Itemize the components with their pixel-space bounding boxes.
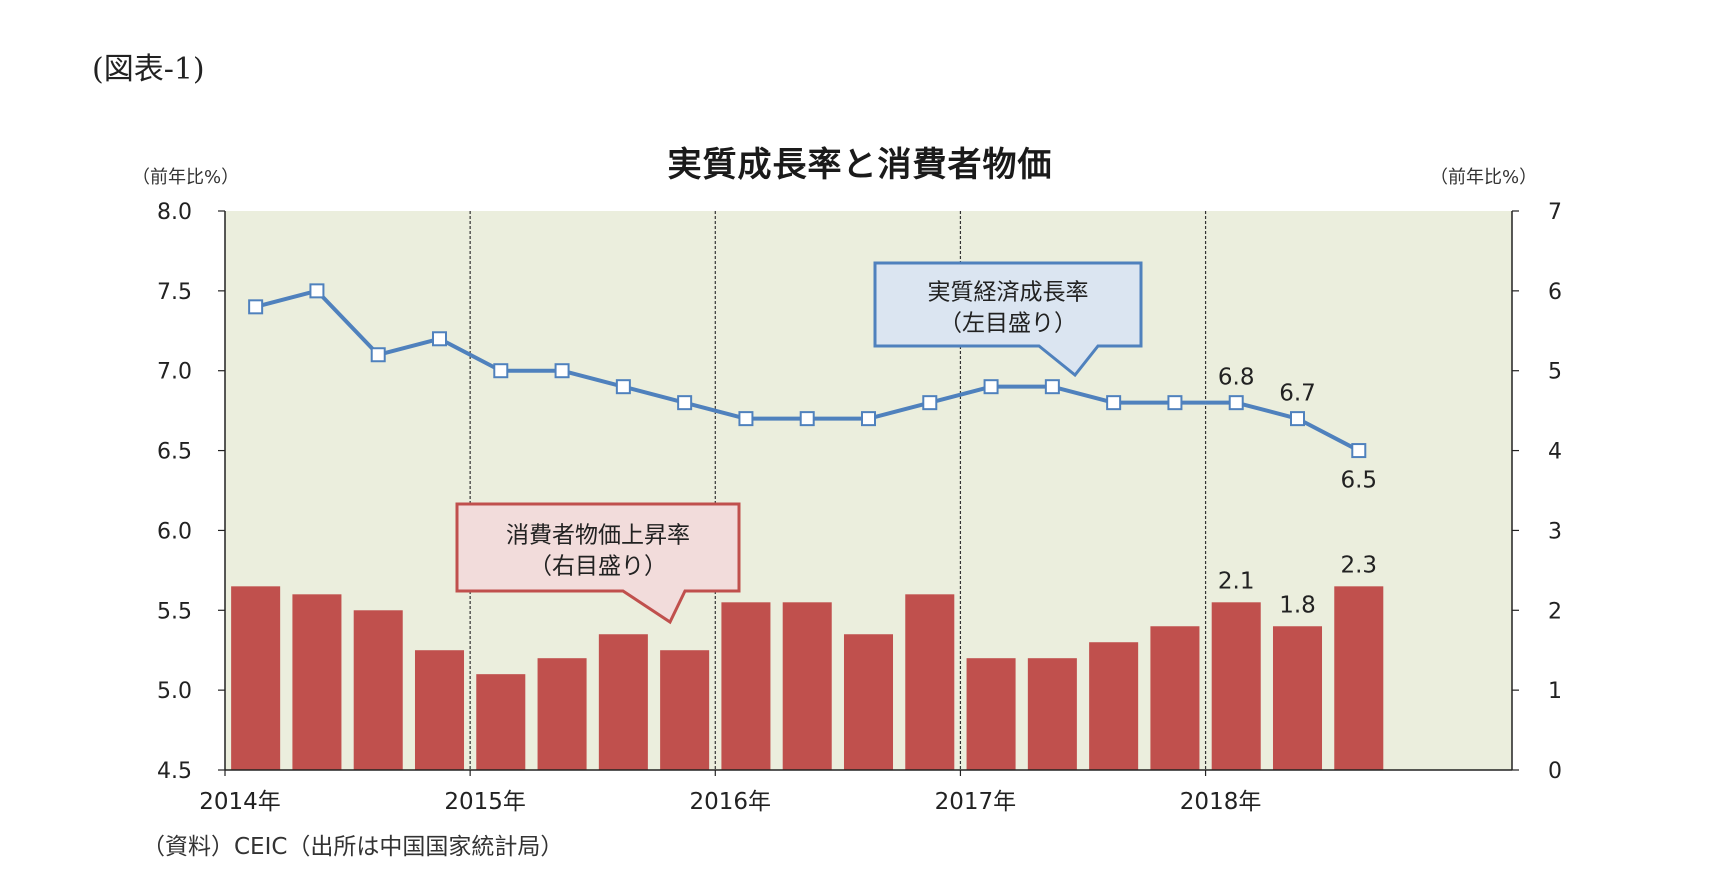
- cpi-bar: [414, 650, 465, 770]
- right-tick-label: 5: [1548, 360, 1562, 385]
- gdp-marker: [861, 411, 876, 427]
- gdp-callout-line1: 実質経済成長率: [928, 280, 1089, 306]
- chart-title: 実質成長率と消費者物価: [667, 145, 1053, 185]
- left-tick-label: 7.0: [157, 360, 192, 385]
- cpi-bar: [1089, 642, 1139, 770]
- cpi-callout-line1: 消費者物価上昇率: [506, 523, 690, 549]
- left-tick-label: 5.5: [157, 599, 192, 624]
- gdp-marker: [983, 379, 999, 395]
- cpi-bar: [1272, 626, 1323, 770]
- cpi-bar: [1150, 626, 1200, 770]
- gdp-marker: [554, 363, 570, 379]
- cpi-bar: [1334, 586, 1384, 770]
- gdp-marker: [1167, 395, 1183, 411]
- gdp-marker: [309, 283, 325, 299]
- gdp-data-label: 6.7: [1279, 381, 1316, 407]
- cpi-data-label: 1.8: [1279, 592, 1316, 618]
- figure-label: (図表-1): [92, 52, 205, 87]
- gdp-marker: [1351, 443, 1367, 459]
- gdp-callout-box: [873, 261, 1143, 378]
- x-tick-label: 2015年: [444, 789, 526, 815]
- cpi-bar: [1027, 658, 1077, 770]
- right-tick-label: 7: [1548, 200, 1562, 225]
- right-axis-unit-label: （前年比%）: [1430, 167, 1538, 188]
- x-tick-label: 2016年: [690, 789, 772, 815]
- gdp-marker: [432, 331, 447, 347]
- cpi-bar: [966, 658, 1016, 770]
- left-tick-label: 5.0: [157, 679, 192, 704]
- right-tick-label: 2: [1548, 599, 1562, 624]
- gdp-marker: [1044, 379, 1060, 395]
- right-tick-label: 1: [1548, 679, 1562, 704]
- cpi-data-label: 2.3: [1340, 552, 1377, 578]
- cpi-bar: [353, 610, 403, 770]
- cpi-bar: [782, 602, 832, 770]
- gdp-data-label: 6.5: [1340, 468, 1377, 494]
- gdp-marker: [1228, 395, 1244, 411]
- cpi-data-label: 2.1: [1218, 568, 1255, 594]
- right-tick-label: 3: [1548, 519, 1562, 544]
- cpi-bar: [905, 594, 955, 770]
- left-tick-label: 4.5: [157, 759, 192, 784]
- cpi-bar: [721, 602, 771, 770]
- left-axis-unit-label: （前年比%）: [132, 167, 240, 188]
- source-note: （資料）CEIC（出所は中国国家統計局）: [142, 834, 564, 860]
- x-tick-label: 2017年: [935, 789, 1017, 815]
- gdp-data-label: 6.8: [1218, 365, 1255, 391]
- cpi-callout-box: [455, 502, 741, 625]
- cpi-callout-line2: （右目盛り）: [529, 554, 667, 580]
- left-tick-label: 6.0: [157, 519, 192, 544]
- gdp-marker: [677, 395, 693, 411]
- gdp-marker: [738, 411, 754, 427]
- left-tick-label: 6.5: [157, 440, 192, 465]
- gdp-marker: [1106, 395, 1122, 411]
- cpi-bar: [660, 650, 710, 770]
- right-tick-label: 0: [1548, 759, 1562, 784]
- gdp-marker: [615, 379, 631, 395]
- gdp-marker: [1290, 411, 1305, 427]
- cpi-bar: [1211, 602, 1261, 770]
- cpi-bar: [843, 634, 894, 770]
- cpi-bar: [598, 634, 648, 770]
- cpi-bar: [476, 674, 526, 770]
- x-tick-label: 2018年: [1180, 789, 1262, 815]
- x-tick-label: 2014年: [199, 789, 281, 815]
- cpi-bar: [292, 594, 342, 770]
- gdp-marker: [799, 411, 815, 427]
- right-tick-label: 4: [1548, 440, 1562, 465]
- right-tick-label: 6: [1548, 280, 1562, 305]
- cpi-bar: [231, 586, 281, 770]
- gdp-marker: [493, 363, 509, 379]
- gdp-marker: [248, 299, 264, 315]
- left-tick-label: 7.5: [157, 280, 192, 305]
- gdp-marker: [370, 347, 386, 363]
- gdp-callout-line2: （左目盛り）: [939, 311, 1077, 337]
- left-tick-label: 8.0: [157, 200, 192, 225]
- gdp-marker: [922, 395, 938, 411]
- cpi-bar: [537, 658, 587, 770]
